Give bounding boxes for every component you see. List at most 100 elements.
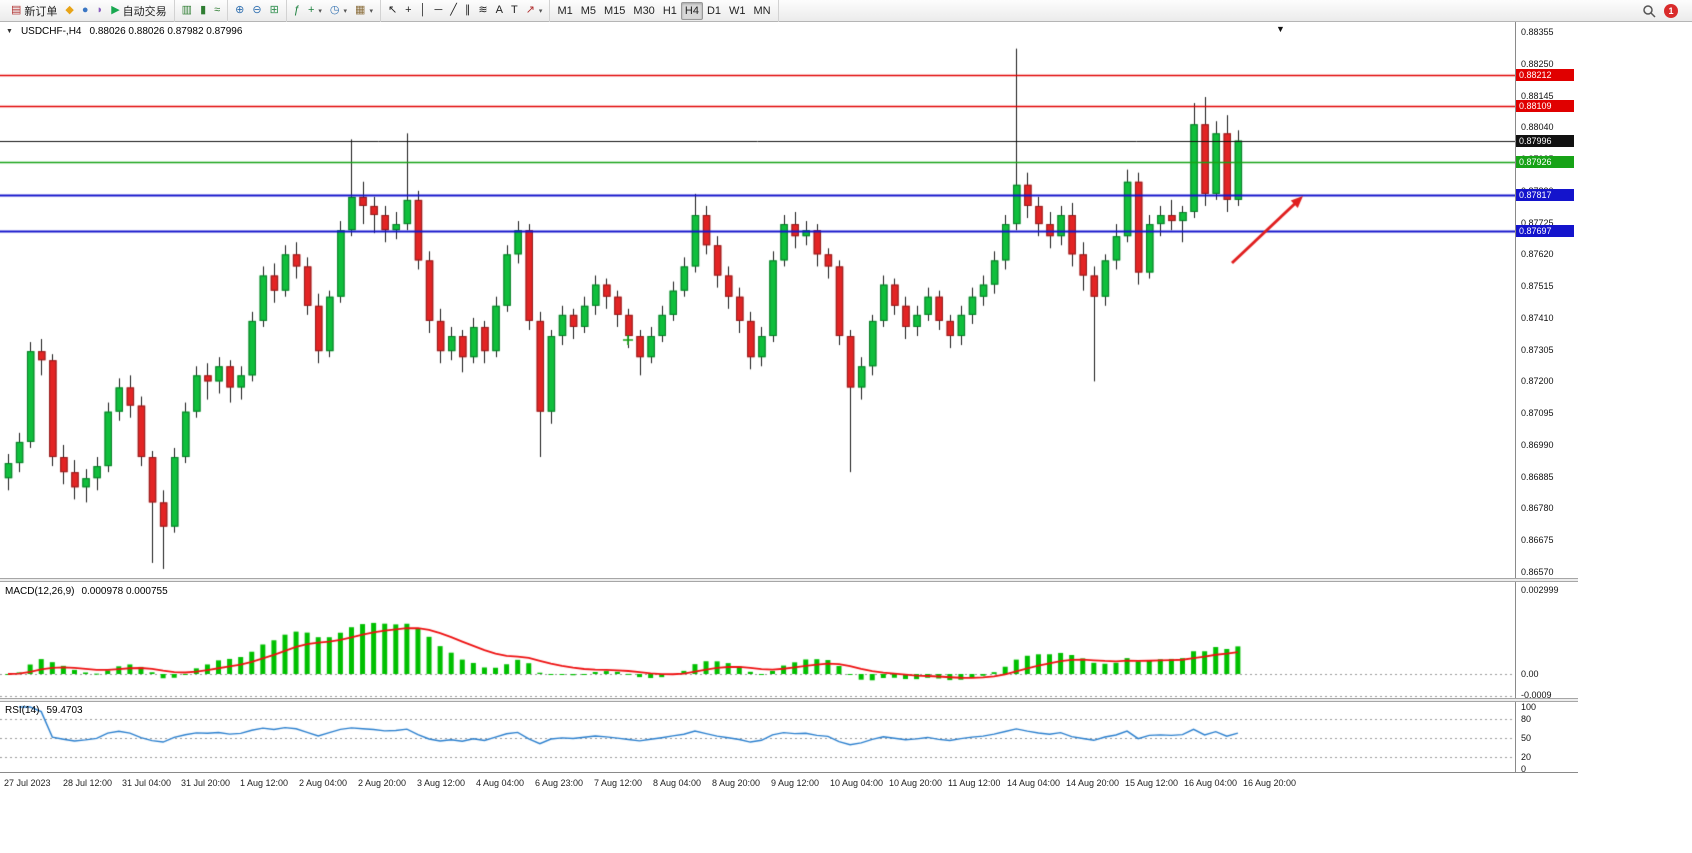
ohlc-expander-icon[interactable]: ▼ [6,28,13,35]
vertical-line-icon: │ [419,4,427,16]
new-order-button-label: 新订单 [24,5,58,18]
hline-price-label: 0.87926 [1516,155,1574,168]
arrows-button[interactable]: ↗ ▾ [522,2,547,20]
time-axis[interactable]: 27 Jul 2023 28 Jul 12:00 31 Jul 04:00 31 Ju… [0,772,1578,795]
main-chart-canvas[interactable] [0,22,1515,578]
toolbar-group-zoom: ⊕ ⊖ ⊞ [228,0,287,22]
time-axis-label: 28 Jul 12:00 [63,778,113,788]
tile-windows-icon: ⊞ [269,4,279,16]
time-axis-label: 31 Jul 20:00 [181,778,231,788]
macd-canvas[interactable] [0,582,1515,698]
macd-panel-label: MACD(12,26,9) 0.000978 0.000755 [5,586,168,597]
cursor-button[interactable]: ↖ [384,2,401,20]
time-axis-label: 1 Aug 12:00 [240,778,289,788]
price-axis-label: 0.88145 [1521,90,1554,101]
trendline-button[interactable]: ╱ [446,2,461,20]
indicators-button[interactable]: ƒ [290,2,304,20]
line-chart-button[interactable]: ≈ [210,2,224,20]
community-icon-button[interactable]: ● [78,2,93,20]
templates-button[interactable]: ▦ ▾ [351,2,377,20]
macd-name: MACD(12,26,9) [5,586,75,597]
support-icon-button[interactable]: ◗ [93,2,108,20]
rsi-name: RSI(14) [5,705,40,716]
templates-button-caret: ▾ [369,7,373,15]
price-axis-label: 0.87410 [1521,312,1554,323]
line-chart-icon: ≈ [214,4,221,16]
add-indicator-button[interactable]: + ▾ [304,2,326,20]
time-axis-label: 16 Aug 20:00 [1243,778,1297,788]
community-icon-icon: ● [81,4,89,16]
timeframe-h4-button[interactable]: H4 [680,1,703,20]
crosshair-icon: + [405,4,412,16]
tile-windows-button[interactable]: ⊞ [266,2,283,20]
chart-window: ▼ USDCHF-,H4 0.88026 0.88026 0.87982 0.8… [0,22,1578,812]
toolbar-group-chart-type: ▥ ▮ ≈ [175,0,229,22]
timeframe-m15-button[interactable]: M15 [600,2,629,20]
timeframe-m30-button-label: M30 [633,4,655,17]
text-button[interactable]: A [492,2,507,20]
bar-chart-button[interactable]: ▥ [178,2,196,20]
new-order-icon: ▤ [11,4,22,16]
vertical-line-button[interactable]: │ [416,2,431,20]
timeframe-m30-button[interactable]: M30 [629,2,658,20]
timeframe-w1-button[interactable]: W1 [725,2,750,20]
text-icon: A [495,4,503,16]
templates-icon: ▦ [355,4,366,16]
timeframe-d1-button[interactable]: D1 [703,2,725,20]
price-axis-label: 0.86570 [1521,567,1554,577]
toolbar-group-trade: ▤ 新订单 ◆ ● ◗ ▶ 自动交易 [4,0,175,22]
fibonacci-button[interactable]: ≋ [474,2,491,20]
zoom-in-icon: ⊕ [235,4,245,16]
timeframe-d1-button-label: D1 [706,4,721,17]
ohlc-values: 0.88026 0.88026 0.87982 0.87996 [89,26,243,37]
zoom-out-button[interactable]: ⊖ [248,2,265,20]
panel-separator[interactable] [0,578,1578,582]
panel-separator[interactable] [0,698,1578,702]
price-axis-label: 0.86675 [1521,535,1554,546]
search-icon[interactable] [1642,4,1656,18]
fibonacci-icon: ≋ [478,4,488,16]
timeframe-m15-button-label: M15 [604,4,626,17]
time-axis-label: 11 Aug 12:00 [948,778,1001,788]
periods-icon: ◷ [329,4,340,16]
timeframe-mn-button[interactable]: MN [750,2,775,20]
price-axis-label: 0.87305 [1521,344,1554,355]
trendline-icon: ╱ [450,4,457,16]
toolbar-group-timeframes: M1 M5 M15 M30 H1 H4 D1 W1 MN [550,0,779,22]
chart-header: ▼ USDCHF-,H4 0.88026 0.88026 0.87982 0.8… [6,26,242,37]
time-axis-label: 8 Aug 04:00 [653,778,702,788]
timeframe-h1-button[interactable]: H1 [659,2,681,20]
periods-button[interactable]: ◷ ▾ [326,2,351,20]
arrows-icon: ↗ [525,4,535,16]
add-indicator-icon: + [307,4,315,16]
periods-button-caret: ▾ [343,7,348,15]
autotrade-button[interactable]: ▶ 自动交易 [107,2,170,20]
toolbar: ▤ 新订单 ◆ ● ◗ ▶ 自动交易 ▥ ▮ ≈ ⊕ ⊖ ⊞ ƒ + ▾ ◷ ▾ ▦ ▾ ↖ + │ ─ ╱ ∥ ≋ A T ↗ ▾ M1 M5… [0,0,1692,22]
rsi-axis-label: 80 [1521,714,1532,725]
timeframe-m1-button[interactable]: M1 [553,2,576,20]
crosshair-button[interactable]: + [401,2,415,20]
candlestick-icon: ▮ [200,4,207,16]
rsi-canvas[interactable] [0,702,1515,772]
zoom-out-icon: ⊖ [252,4,262,16]
label-button[interactable]: T [507,2,522,20]
timeframe-m5-button[interactable]: M5 [577,2,600,20]
channel-button[interactable]: ∥ [461,2,475,20]
depth-icon-button[interactable]: ◆ [61,2,77,20]
depth-icon-icon: ◆ [65,4,74,16]
horizontal-line-icon: ─ [434,4,443,16]
macd-axis-label: -0.0009 [1521,690,1552,700]
hline-price-label: 0.88109 [1516,100,1574,113]
price-axis[interactable]: 0.883550.882500.881450.880400.879350.878… [1515,22,1579,774]
timeframe-m5-button-label: M5 [580,4,596,17]
candlestick-button[interactable]: ▮ [196,2,210,20]
notification-badge[interactable]: 1 [1664,3,1678,18]
price-axis-label: 0.87200 [1521,376,1554,387]
horizontal-line-button[interactable]: ─ [430,2,446,20]
new-order-button[interactable]: ▤ 新订单 [7,2,61,20]
time-axis-label: 2 Aug 04:00 [299,778,348,788]
toolbar-group-objects: ↖ + │ ─ ╱ ∥ ≋ A T ↗ ▾ [381,0,551,22]
price-axis-label: 0.87725 [1521,217,1554,228]
zoom-in-button[interactable]: ⊕ [231,2,248,20]
rsi-value: 59.4703 [46,705,83,716]
